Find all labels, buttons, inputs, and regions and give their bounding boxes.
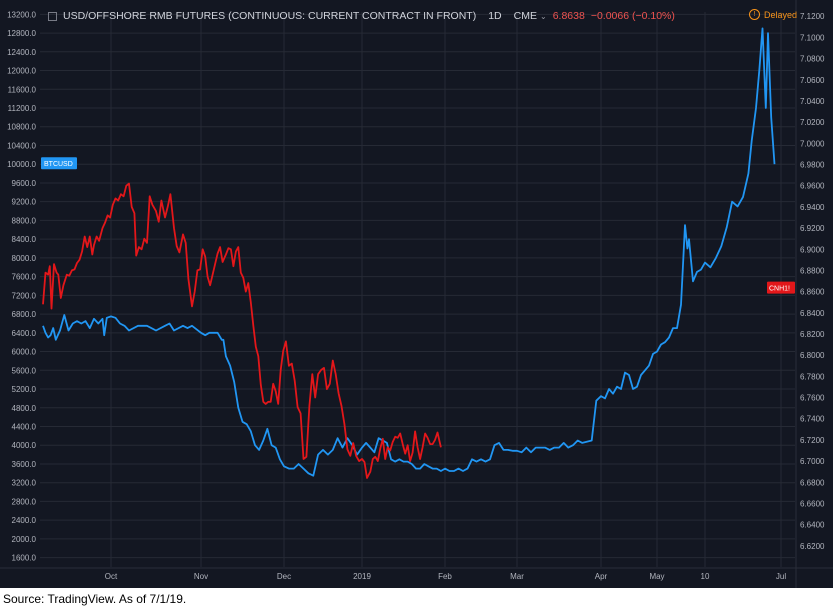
right-axis-tick-label: 6.6800	[800, 478, 825, 487]
left-axis-tick-label: 2800.0	[12, 497, 37, 506]
right-axis-tick-label: 6.7400	[800, 415, 825, 424]
x-axis-tick-label: Jul	[776, 572, 786, 581]
left-axis-tick-label: 5200.0	[12, 385, 37, 394]
left-axis-tick-label: 4000.0	[12, 441, 37, 450]
left-axis-tick-label: 10800.0	[7, 123, 36, 132]
right-axis-tick-label: 6.9800	[800, 161, 825, 170]
x-axis-tick-label: May	[649, 572, 664, 581]
left-axis-tick-label: 8400.0	[12, 235, 37, 244]
right-axis-tick-label: 7.0600	[800, 76, 825, 85]
x-axis-tick-label: Nov	[194, 572, 208, 581]
right-axis-tick-label: 6.8000	[800, 351, 825, 360]
chart-panel[interactable]: 1600.0 2000.0 2400.0 2800.0 3200.0 3600.0 4000…	[0, 0, 833, 588]
right-axis-tick-label: 7.0200	[800, 118, 825, 127]
right-axis-tick-label: 7.0400	[800, 97, 825, 106]
right-axis-tick-label: 6.9200	[800, 224, 825, 233]
right-axis-tick-label: 6.7200	[800, 436, 825, 445]
left-axis-tick-label: 6800.0	[12, 310, 37, 319]
chevron-down-icon[interactable]: ⌄	[539, 11, 547, 21]
left-axis-tick-label: 2000.0	[12, 535, 37, 544]
left-axis-tick-label: 1600.0	[12, 554, 37, 563]
left-axis-tick-label: 9200.0	[12, 198, 37, 207]
x-axis-tick-label: Feb	[438, 572, 452, 581]
chart-header: USD/OFFSHORE RMB FUTURES (CONTINUOUS: CU…	[48, 8, 675, 24]
left-axis-tick-label: 5600.0	[12, 366, 37, 375]
right-axis-tick-label: 7.1200	[800, 12, 825, 21]
cnh-series-line[interactable]	[42, 182, 442, 479]
x-axis-tick-label: Apr	[595, 572, 608, 581]
chart-svg[interactable]: 1600.0 2000.0 2400.0 2800.0 3200.0 3600.0 4000…	[0, 0, 833, 588]
left-axis-tick-label: 4800.0	[12, 404, 37, 413]
x-axis-tick-label: Dec	[277, 572, 291, 581]
right-axis-tick-label: 6.7600	[800, 394, 825, 403]
right-axis-tick-label: 6.9400	[800, 203, 825, 212]
info-icon: !	[749, 9, 760, 20]
left-axis-tick-label: 12800.0	[7, 29, 36, 38]
left-axis-tick-label: 12400.0	[7, 48, 36, 57]
x-axis-tick-label: 2019	[353, 572, 371, 581]
btcusd-label-box[interactable]	[41, 157, 77, 170]
right-axis-tick-label: 6.8400	[800, 309, 825, 318]
left-axis-tick-label: 3600.0	[12, 460, 37, 469]
left-axis-tick-label: 11200.0	[8, 104, 37, 113]
cnh-label-box[interactable]	[767, 281, 795, 294]
left-axis-tick-label: 6400.0	[12, 329, 37, 338]
right-axis-tick-label: 7.1000	[800, 33, 825, 42]
price-change: −0.0066 (−0.10%)	[590, 10, 675, 22]
right-axis-tick-label: 6.8200	[800, 330, 825, 339]
left-axis-tick-label: 12000.0	[7, 67, 36, 76]
cnh-label-text: CNH1!	[769, 286, 790, 293]
right-axis-tick-label: 6.7800	[800, 372, 825, 381]
left-axis-tick-label: 13200.0	[7, 10, 36, 19]
left-axis-tick-label: 8800.0	[12, 216, 37, 225]
source-note: Source: TradingView. As of 7/1/19.	[3, 592, 187, 606]
left-axis-tick-label: 8000.0	[12, 254, 37, 263]
left-axis-tick-label: 9600.0	[12, 179, 37, 188]
right-axis-tick-label: 6.9000	[800, 245, 825, 254]
left-axis-tick-label: 2400.0	[12, 516, 37, 525]
x-axis-tick-label: 10	[701, 572, 710, 581]
right-axis-tick-label: 6.6200	[800, 542, 825, 551]
interval-label[interactable]: 1D	[488, 10, 502, 22]
right-axis-tick-label: 6.7000	[800, 457, 825, 466]
left-axis-tick-label: 11600.0	[8, 85, 37, 94]
right-axis-tick-label: 6.8800	[800, 266, 825, 275]
left-axis-tick-label: 4400.0	[12, 422, 37, 431]
right-axis-tick-label: 7.0800	[800, 55, 825, 64]
x-axis-tick-label: Oct	[105, 572, 118, 581]
x-axis-tick-label: Mar	[510, 572, 524, 581]
delayed-label: Delayed	[764, 9, 798, 20]
right-axis-tick-label: 6.6600	[800, 499, 825, 508]
symbol-title[interactable]: USD/OFFSHORE RMB FUTURES (CONTINUOUS: CU…	[63, 10, 477, 22]
left-axis-tick-label: 7600.0	[12, 273, 37, 282]
symbol-square-icon[interactable]	[48, 11, 57, 21]
btcusd-series-line[interactable]	[42, 27, 776, 477]
left-axis-tick-label: 6000.0	[12, 348, 37, 357]
right-axis-tick-label: 6.8600	[800, 288, 825, 297]
left-axis-tick-label: 3200.0	[12, 479, 37, 488]
left-axis-tick-label: 10400.0	[7, 141, 36, 150]
left-axis-tick-label: 7200.0	[12, 291, 37, 300]
right-axis-tick-label: 6.9600	[800, 182, 825, 191]
delayed-badge[interactable]: ! Delayed	[749, 9, 797, 20]
exchange-label[interactable]: CME	[513, 10, 537, 22]
left-axis-tick-label: 10000.0	[7, 160, 36, 169]
last-price: 6.8638	[552, 10, 585, 22]
btcusd-label-text: BTCUSD	[44, 161, 73, 168]
right-axis-tick-label: 6.6400	[800, 521, 825, 530]
right-axis-tick-label: 7.0000	[800, 139, 825, 148]
